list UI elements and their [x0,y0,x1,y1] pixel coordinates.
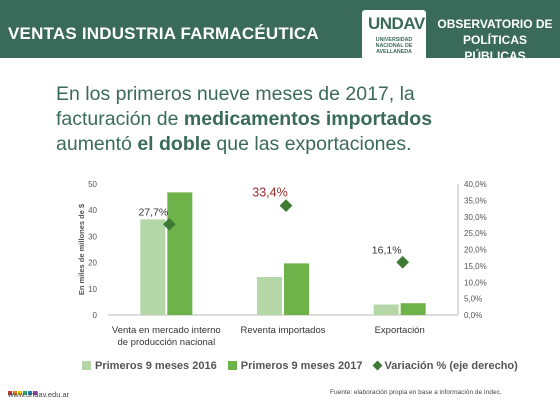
y2-tick-label: 20,0% [464,246,487,255]
legend-label-2017: Primeros 9 meses 2017 [240,360,363,372]
headline-line-2-pre: facturación de [56,108,184,130]
footer-dots [8,382,38,400]
y2-tick-label: 15,0% [464,262,487,271]
y-tick-label: 20 [88,259,97,268]
x-tick-label: Exportación [375,325,425,336]
undav-logo: UNDAV UNIVERSIDAD NACIONAL DE AVELLANEDA [362,10,426,62]
x-tick-label: Reventa importados [240,325,325,336]
bar-2017 [284,263,309,315]
dot-blue [28,391,32,395]
legend-diamond-icon [372,360,382,371]
dot-orange [13,391,17,395]
legend-label-variacion: Variación % (eje derecho) [384,360,518,372]
x-tick-label: Venta en mercado interno [112,325,221,336]
y2-tick-label: 40,0% [464,180,487,189]
observatorio-label: OBSERVATORIO DE POLÍTICAS PÚBLICAS [434,16,556,64]
variation-data-label: 16,1% [372,244,402,256]
y2-tick-label: 10,0% [464,278,487,287]
y-tick-label: 10 [88,285,97,294]
y2-tick-label: 35,0% [464,196,487,205]
bar-2016 [140,219,166,315]
observatorio-line-1: OBSERVATORIO DE [437,17,553,31]
logo-mark: UNDAV [368,14,425,33]
y-axis-label: En miles de millones de $ [77,203,86,295]
variation-marker [279,199,293,212]
variation-data-label: 33,4% [252,186,287,200]
variation-data-label: 27,7% [138,206,168,218]
legend-item-variacion: Variación % (eje derecho) [372,360,518,372]
legend-swatch-2016 [82,361,91,370]
legend-swatch-2017 [227,361,237,370]
y-tick-label: 0 [93,311,98,320]
x-tick-label: de producción nacional [117,337,215,348]
headline-line-2-bold: medicamentos importados [183,108,433,130]
observatorio-line-2: POLÍTICAS PÚBLICAS [462,33,527,63]
bar-2016 [373,304,399,315]
variation-marker [162,217,176,231]
legend-item-2016: Primeros 9 meses 2016 [82,360,217,372]
bar-2017 [167,192,193,315]
dot-purple [33,391,37,395]
headline-line-1: En los primeros nueve meses de 2017, la [56,83,415,105]
y-tick-label: 30 [88,232,97,241]
logo-line-3: AVELLANEDA [376,49,412,55]
chart-legend: Primeros 9 meses 2016 Primeros 9 meses 2… [82,360,526,372]
website-link[interactable]: www.undav.edu.ar [8,390,70,399]
headline-line-3-bold: el doble [137,133,211,155]
logo-line-1: UNIVERSIDAD [375,37,413,43]
headline-line-3: aumentó el doble que las exportaciones. [56,132,546,157]
headline-line-3-pre: aumentó [56,133,138,155]
headline: En los primeros nueve meses de 2017, la … [56,82,546,157]
variation-marker [396,255,410,269]
legend-label-2016: Primeros 9 meses 2016 [95,360,217,372]
dot-green [23,391,27,395]
headline-line-3-post: que las exportaciones. [211,133,412,155]
dot-yellow [18,391,22,395]
page-title: VENTAS INDUSTRIA FARMACÉUTICA [8,24,319,43]
bar-2017 [400,303,426,315]
y2-tick-label: 25,0% [464,229,487,238]
y2-tick-label: 0,0% [464,311,482,320]
headline-line-2: facturación de medicamentos importados [56,107,546,132]
header-bar: VENTAS INDUSTRIA FARMACÉUTICA UNDAV UNIV… [0,0,560,63]
y-tick-label: 40 [88,206,97,215]
source-note: Fuente: elaboración propia en base a inf… [330,389,502,396]
logo-line-2: NACIONAL DE [375,43,413,49]
y-tick-label: 50 [88,180,97,189]
bar-2016 [257,277,282,315]
legend-item-2017: Primeros 9 meses 2017 [227,360,363,372]
dot-red [8,391,12,395]
y2-tick-label: 30,0% [464,213,487,222]
sales-chart: 0 10 20 30 40 50 0,0% 5,0% 10,0% 15,0% 20,0% 25,0% 3… [77,180,487,348]
y2-tick-label: 5,0% [464,295,482,304]
